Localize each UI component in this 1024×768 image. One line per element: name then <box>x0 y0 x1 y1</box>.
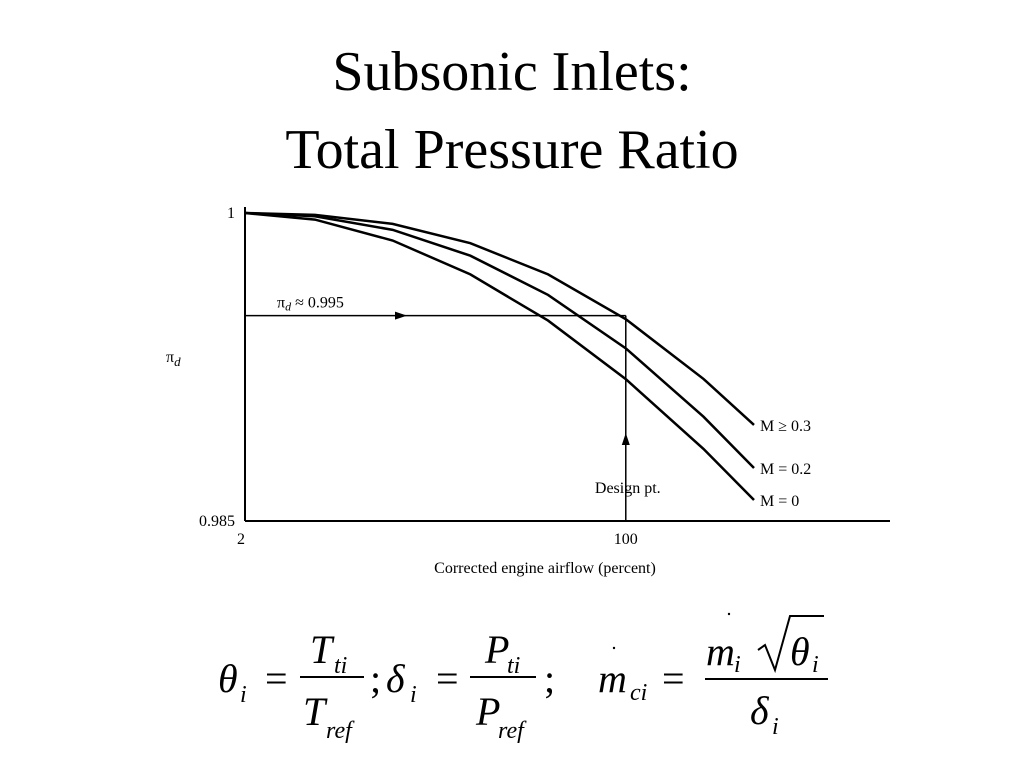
y-axis-label: πd <box>166 349 181 369</box>
series-label: M = 0 <box>760 493 799 510</box>
y-axis-label-sub: d <box>174 354 181 369</box>
y-axis-label-base: π <box>166 349 174 366</box>
title-line: Subsonic Inlets: <box>332 41 691 103</box>
pressure-label-sub: d <box>285 300 292 314</box>
eq-sub: ref <box>326 718 355 744</box>
eq-symbol: P <box>475 689 500 734</box>
eq-symbol: θ <box>218 656 238 701</box>
eq-sub: ci <box>630 680 647 706</box>
dot <box>612 646 616 650</box>
eq-sub: i <box>240 682 247 708</box>
eq-sub: ti <box>507 653 520 679</box>
eq-symbol: P <box>484 627 509 672</box>
series-label: M = 0.2 <box>760 461 811 478</box>
eq-symbol: θ <box>790 629 810 674</box>
sqrt-sign <box>757 615 824 674</box>
equation: θ i = T ti T ref ; δ i = P ti P ref ; m … <box>218 612 828 744</box>
y-tick-label: 1 <box>227 205 235 222</box>
eq-op: = <box>662 656 685 701</box>
dot <box>727 612 731 616</box>
eq-symbol: m <box>706 629 735 674</box>
arrow-head <box>395 311 407 320</box>
x-axis-label: Corrected engine airflow (percent) <box>434 560 656 577</box>
design-label: Design pt. <box>595 480 661 497</box>
eq-sub: ti <box>334 653 347 679</box>
eq-sub: i <box>734 652 741 678</box>
pressure-label: πd ≈ 0.995 <box>277 295 344 314</box>
eq-symbol: m <box>598 656 627 701</box>
title-line: Total Pressure Ratio <box>285 119 738 181</box>
eq-op: = <box>436 656 459 701</box>
eq-sub: i <box>410 682 417 708</box>
y-tick-label: 0.985 <box>199 513 235 530</box>
series-line <box>244 211 755 501</box>
series-line <box>244 211 755 469</box>
eq-sub: ref <box>498 718 527 744</box>
eq-symbol: T <box>303 689 328 734</box>
pressure-label-rest: ≈ 0.995 <box>291 295 344 312</box>
pressure-label-base: π <box>277 295 285 312</box>
x-tick-label: 2 <box>237 531 245 548</box>
eq-symbol: δ <box>386 656 406 701</box>
series-line <box>244 211 755 426</box>
eq-sub: i <box>812 652 819 678</box>
series-label: M ≥ 0.3 <box>760 418 811 435</box>
eq-symbol: T <box>310 627 335 672</box>
eq-op: ; <box>544 656 555 701</box>
eq-symbol: δ <box>750 688 770 733</box>
x-tick-label: 100 <box>614 531 638 548</box>
eq-op: ; <box>370 656 381 701</box>
arrow-head <box>621 433 630 445</box>
eq-sub: i <box>772 714 779 740</box>
eq-op: = <box>265 656 288 701</box>
